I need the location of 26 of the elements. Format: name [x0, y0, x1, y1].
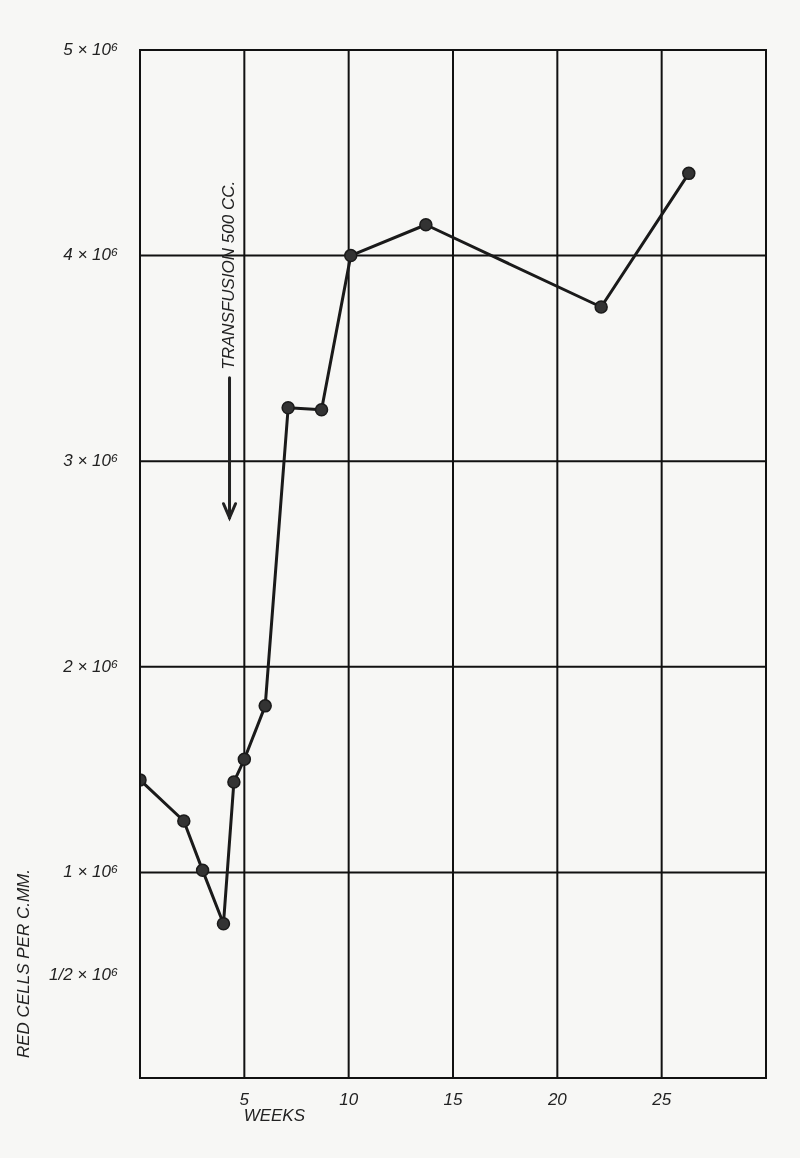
point: [314, 403, 329, 417]
y-tick-label: 1/2 × 10⁶: [49, 964, 118, 984]
x-tick-label: 15: [443, 1089, 463, 1109]
annotation: TRANSFUSION 500 CC.: [219, 180, 239, 370]
point: [594, 300, 608, 314]
point: [237, 752, 252, 767]
point: [195, 863, 210, 878]
x-tick-label: 5: [239, 1089, 250, 1109]
point: [419, 218, 433, 232]
y-tick-label: 5 × 10⁶: [63, 39, 118, 59]
point: [258, 699, 272, 713]
x-tick-label: 10: [339, 1089, 359, 1109]
y-tick-label: 2 × 10⁶: [62, 656, 118, 676]
x-axis-title: WEEKS: [243, 1106, 306, 1126]
y-axis-title: RED CELLS PER C.MM.: [13, 869, 33, 1058]
x-tick-label: 20: [546, 1089, 568, 1109]
point: [216, 917, 231, 931]
point: [227, 775, 241, 789]
point: [177, 814, 191, 828]
point: [281, 400, 295, 415]
y-tick-label: 4 × 10⁶: [63, 245, 118, 265]
x-tick-label: 25: [651, 1089, 672, 1109]
point: [682, 166, 696, 181]
y-tick-label: 1 × 10⁶: [63, 862, 118, 882]
y-tick-label: 3 × 10⁶: [63, 450, 118, 470]
point: [344, 248, 358, 263]
